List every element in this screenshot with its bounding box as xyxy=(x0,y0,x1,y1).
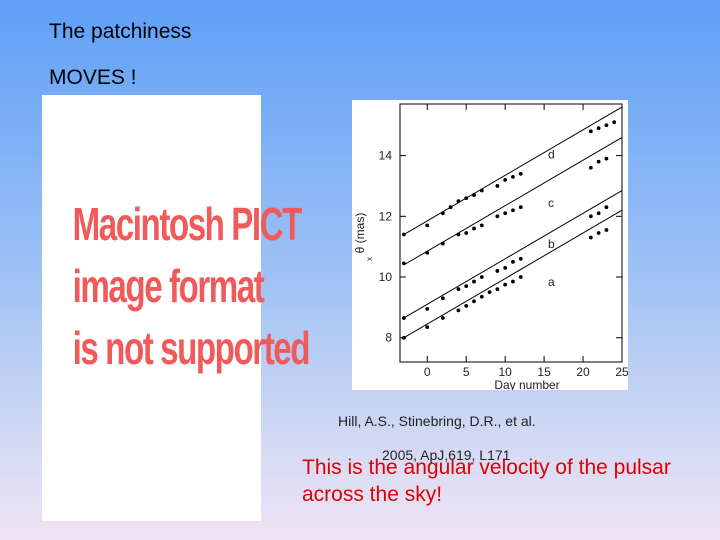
data-point-b xyxy=(518,256,523,261)
data-point-d xyxy=(440,211,445,216)
citation-line1: Hill, A.S., Stinebring, D.R., et al. xyxy=(338,413,536,429)
data-point-a xyxy=(495,287,500,292)
data-point-a xyxy=(588,235,593,240)
citation: Hill, A.S., Stinebring, D.R., et al. 200… xyxy=(338,404,598,472)
chart-svg: 0 5 10 15 20 25 8 10 12 14 Day number θ (mas) x d c b a xyxy=(353,103,629,392)
data-point-d xyxy=(464,196,469,200)
data-point-c xyxy=(479,223,484,228)
data-point-c xyxy=(588,165,593,170)
data-point-d xyxy=(518,171,523,176)
y-axis-label-subscript: x xyxy=(365,257,374,261)
data-point-a xyxy=(456,308,461,313)
data-point-c xyxy=(401,261,406,266)
data-point-d xyxy=(479,188,484,193)
data-point-d xyxy=(596,126,601,131)
data-point-b xyxy=(511,259,515,264)
data-point-a xyxy=(401,335,406,340)
data-point-b xyxy=(588,214,593,219)
series-label-a: a xyxy=(548,275,555,289)
series-c: c xyxy=(401,136,623,266)
slide-title-line1: The patchiness xyxy=(49,20,192,43)
data-point-b xyxy=(479,275,484,279)
data-point-b xyxy=(456,287,461,292)
series-b: b xyxy=(401,190,623,320)
data-point-b xyxy=(503,266,508,270)
data-point-c xyxy=(425,250,430,255)
data-point-d xyxy=(588,129,593,134)
series-a: a xyxy=(401,209,623,340)
data-point-b xyxy=(596,211,601,216)
y-tick-label: 12 xyxy=(379,209,393,223)
pict-line-1: Macintosh PICT xyxy=(72,198,303,250)
x-tick-label: 25 xyxy=(615,365,628,379)
data-point-a xyxy=(511,279,515,284)
data-point-b xyxy=(425,306,430,311)
data-point-c xyxy=(440,241,445,246)
pict-placeholder-text: Macintosh PICT image format is not suppo… xyxy=(72,193,311,379)
x-tick-label: 0 xyxy=(424,365,431,379)
data-point-a xyxy=(503,282,508,287)
data-point-d xyxy=(401,232,406,237)
pict-placeholder-image: Macintosh PICT image format is not suppo… xyxy=(42,95,311,521)
series-label-b: b xyxy=(548,237,555,251)
data-point-a xyxy=(472,299,476,304)
data-point-c xyxy=(464,231,469,235)
y-tick-label: 10 xyxy=(379,270,393,284)
data-point-c xyxy=(604,156,609,161)
data-point-d xyxy=(448,205,453,210)
data-point-c xyxy=(503,211,508,216)
series-d: d xyxy=(401,106,623,237)
y-tick-label: 8 xyxy=(385,331,392,345)
data-point-d xyxy=(495,184,500,188)
data-point-c xyxy=(596,159,601,164)
data-point-b xyxy=(604,205,609,210)
data-point-c xyxy=(472,226,476,231)
data-point-a xyxy=(487,290,492,295)
data-point-c xyxy=(511,208,515,213)
x-tick-label: 5 xyxy=(463,365,470,379)
x-tick-label: 15 xyxy=(537,365,551,379)
data-point-a xyxy=(425,325,430,329)
fit-line-a xyxy=(403,209,623,339)
angular-velocity-note: This is the angular velocity of the puls… xyxy=(302,456,671,506)
pict-line-2: image format xyxy=(72,260,265,312)
data-point-a xyxy=(440,316,445,320)
data-point-a xyxy=(479,294,484,299)
slide-title-line2: MOVES ! xyxy=(49,66,137,89)
data-point-d xyxy=(604,123,609,128)
angular-position-chart: 0 5 10 15 20 25 8 10 12 14 Day number θ (mas) x d c b a xyxy=(352,100,629,392)
data-point-a xyxy=(596,231,601,235)
fit-line-d xyxy=(403,106,623,235)
data-point-c xyxy=(495,214,500,219)
series-label-d: d xyxy=(548,148,555,162)
y-axis-label: θ (mas) xyxy=(353,213,367,254)
x-tick-label: 10 xyxy=(498,365,512,379)
data-point-b xyxy=(495,269,500,273)
x-axis-label: Day number xyxy=(494,378,559,390)
data-point-d xyxy=(425,223,430,228)
data-point-a xyxy=(518,275,523,279)
data-point-c xyxy=(456,232,461,237)
pict-line-3: is not supported xyxy=(72,322,311,374)
y-tick-label: 14 xyxy=(379,149,393,163)
data-point-d xyxy=(511,174,515,179)
data-point-b xyxy=(401,316,406,320)
data-point-d xyxy=(503,177,508,182)
data-point-d xyxy=(456,199,461,204)
data-point-b xyxy=(440,296,445,301)
plot-frame xyxy=(399,103,623,363)
data-point-b xyxy=(472,279,476,284)
data-point-b xyxy=(464,284,469,289)
x-tick-label: 20 xyxy=(576,365,590,379)
data-point-d xyxy=(612,120,617,125)
data-point-d xyxy=(472,193,476,197)
series-label-c: c xyxy=(548,196,554,210)
citation-line2: 2005, ApJ,619, L171 xyxy=(382,447,511,463)
data-point-c xyxy=(518,205,523,210)
fit-line-c xyxy=(403,136,623,266)
fit-line-b xyxy=(403,190,623,319)
data-point-a xyxy=(604,228,609,232)
data-point-a xyxy=(464,303,469,308)
